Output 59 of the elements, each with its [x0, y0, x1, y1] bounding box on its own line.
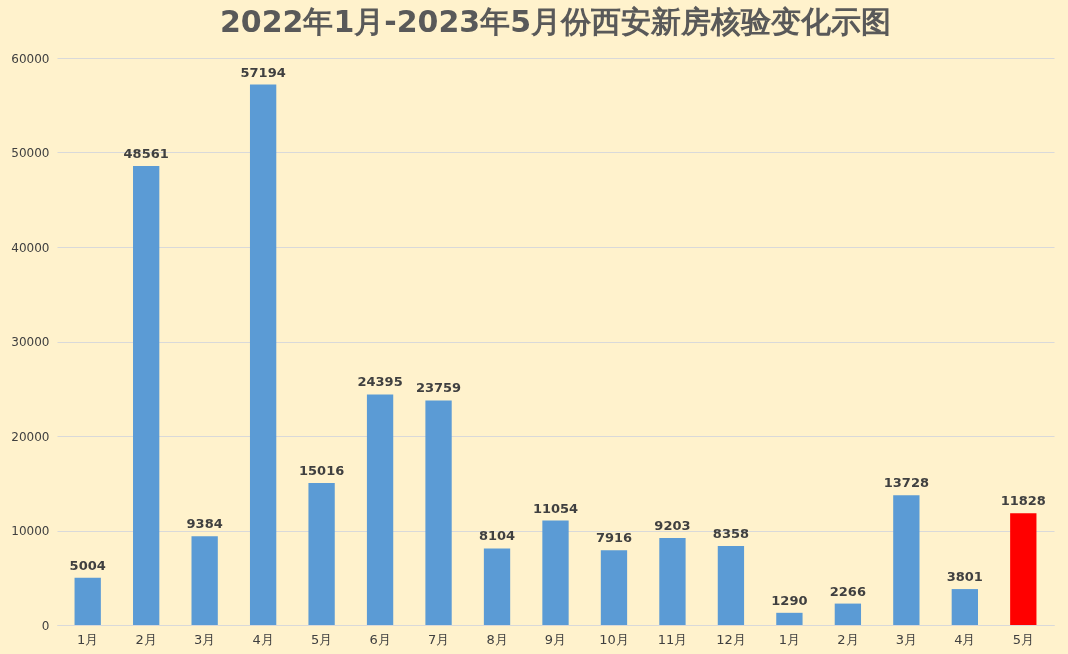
data-label: 11054 — [532, 500, 579, 516]
data-label: 8358 — [712, 526, 750, 542]
bar — [776, 612, 803, 625]
data-label: 57194 — [240, 64, 286, 80]
x-tick-label: 5月 — [1012, 631, 1034, 647]
data-label: 23759 — [415, 380, 462, 396]
data-label: 1290 — [771, 592, 808, 608]
data-label: 8104 — [478, 528, 516, 544]
bar — [191, 536, 218, 625]
bar — [1010, 513, 1037, 625]
data-label: 11828 — [1000, 493, 1046, 509]
y-tick-label: 20000 — [11, 429, 50, 444]
x-tick-label: 8月 — [486, 631, 508, 647]
bar — [74, 577, 101, 625]
data-label: 13728 — [883, 475, 929, 491]
x-tick-label: 3月 — [895, 631, 917, 647]
data-label: 15016 — [298, 463, 345, 479]
x-tick-label: 12月 — [716, 631, 746, 647]
data-label: 48561 — [123, 146, 169, 162]
bar — [249, 84, 277, 625]
x-tick-label: 1月 — [778, 631, 801, 647]
x-tick-label: 7月 — [427, 631, 450, 647]
x-tick-label: 3月 — [194, 631, 216, 647]
x-tick-label: 2月 — [135, 631, 157, 647]
data-label: 5004 — [69, 557, 106, 573]
data-label: 3801 — [946, 569, 983, 585]
bar — [600, 550, 628, 625]
bar — [893, 495, 920, 625]
x-tick-label: 4月 — [954, 631, 976, 647]
bar — [133, 166, 160, 625]
y-tick-label: 30000 — [11, 335, 50, 349]
bar — [308, 483, 335, 625]
y-tick-label: 50000 — [11, 146, 50, 160]
y-tick-label: 0 — [41, 618, 50, 633]
y-tick-label: 60000 — [11, 51, 50, 66]
x-tick-label: 6月 — [369, 631, 391, 647]
x-tick-label: 1月 — [77, 631, 99, 647]
x-tick-label: 5月 — [310, 631, 333, 647]
data-label: 24395 — [357, 374, 403, 390]
y-tick-label: 40000 — [11, 240, 50, 255]
bar — [366, 394, 394, 625]
x-tick-label: 10月 — [599, 631, 629, 647]
x-tick-label: 4月 — [252, 631, 274, 647]
bar — [834, 603, 862, 625]
bar — [951, 589, 978, 625]
data-label: 9384 — [186, 516, 223, 532]
data-label: 9203 — [654, 518, 691, 534]
bar — [542, 520, 569, 625]
bar — [425, 400, 452, 625]
y-tick-label: 10000 — [11, 524, 50, 538]
bar — [659, 538, 686, 625]
bar — [483, 548, 511, 625]
x-tick-label: 11月 — [657, 631, 688, 647]
bar — [717, 546, 745, 625]
chart-title: 2022年1月-2023年5月份西安新房核验变化示图 — [219, 4, 892, 39]
x-tick-label: 2月 — [837, 631, 859, 647]
x-tick-label: 9月 — [544, 631, 567, 647]
data-label: 7916 — [595, 530, 633, 546]
data-label: 2266 — [829, 583, 866, 599]
